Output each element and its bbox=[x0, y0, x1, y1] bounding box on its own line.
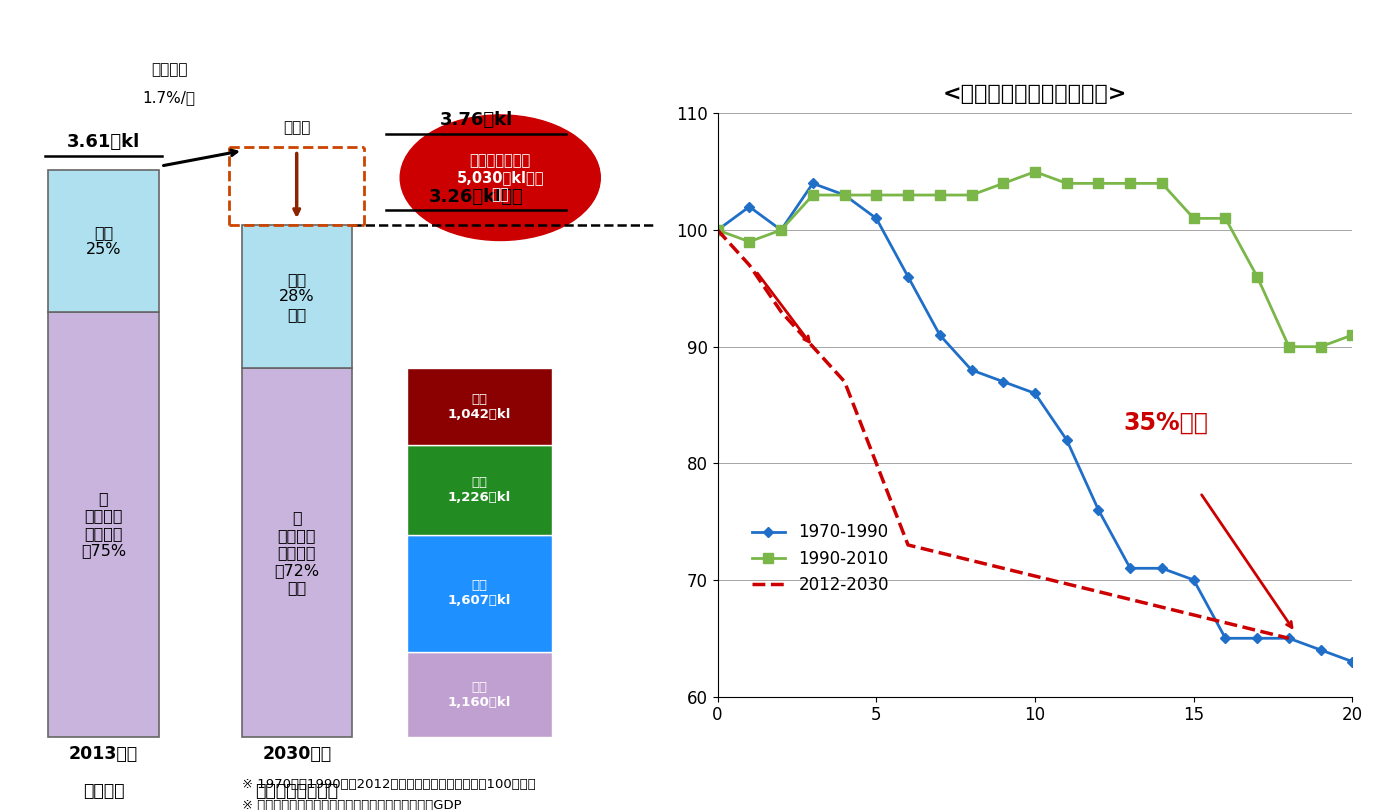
2012-2030 bbox=[868, 458, 885, 468]
Text: （省エネ対策後）: （省エネ対策後） bbox=[255, 782, 338, 799]
Bar bbox=[407, 652, 552, 737]
1970-1990 bbox=[868, 214, 885, 224]
Bar bbox=[407, 445, 552, 535]
Line: 1990-2010: 1990-2010 bbox=[713, 167, 1357, 352]
Line: 1970-1990: 1970-1990 bbox=[713, 180, 1357, 666]
1990-2010 bbox=[995, 178, 1012, 188]
1990-2010 bbox=[868, 190, 885, 200]
1990-2010 bbox=[1027, 167, 1043, 177]
Text: 業務
1,226万kl: 業務 1,226万kl bbox=[448, 475, 511, 504]
Text: 産業
1,042万kl: 産業 1,042万kl bbox=[448, 393, 511, 420]
Bar bbox=[48, 312, 159, 737]
1990-2010 bbox=[1312, 342, 1329, 352]
1990-2010 bbox=[1217, 214, 1234, 224]
1970-1990 bbox=[1122, 564, 1138, 573]
Text: 徹底した省エネ
5,030万kl程度
削減: 徹底した省エネ 5,030万kl程度 削減 bbox=[457, 153, 544, 202]
Bar bbox=[407, 369, 552, 445]
1990-2010 bbox=[1090, 178, 1107, 188]
Title: <エネルギー消費効率改善>: <エネルギー消費効率改善> bbox=[943, 83, 1127, 104]
Text: （実績）: （実績） bbox=[83, 782, 124, 799]
1970-1990 bbox=[1027, 389, 1043, 399]
1970-1990 bbox=[836, 190, 853, 200]
Text: 1.7%/年: 1.7%/年 bbox=[142, 90, 196, 105]
Text: 運輸
1,607万kl: 運輸 1,607万kl bbox=[448, 579, 511, 608]
Legend: 1970-1990, 1990-2010, 2012-2030: 1970-1990, 1990-2010, 2012-2030 bbox=[745, 517, 896, 601]
Text: ※ エネルギー消費効率＝最終エネルギー消費／実質GDP: ※ エネルギー消費効率＝最終エネルギー消費／実質GDP bbox=[241, 799, 461, 810]
1970-1990 bbox=[1281, 633, 1297, 643]
1970-1990 bbox=[963, 365, 980, 375]
1970-1990 bbox=[932, 330, 948, 340]
1990-2010 bbox=[741, 237, 758, 246]
1990-2010 bbox=[805, 190, 821, 200]
1990-2010 bbox=[1281, 342, 1297, 352]
2012-2030 bbox=[773, 307, 789, 317]
Text: 3.76億kl: 3.76億kl bbox=[439, 111, 513, 129]
1970-1990 bbox=[1249, 633, 1265, 643]
1990-2010 bbox=[932, 190, 948, 200]
Text: 電力
25%: 電力 25% bbox=[86, 224, 121, 258]
Text: 2030年度: 2030年度 bbox=[262, 745, 331, 763]
2012-2030 bbox=[900, 540, 916, 550]
1970-1990 bbox=[1058, 435, 1075, 445]
2012-2030 bbox=[805, 342, 821, 352]
1970-1990 bbox=[773, 225, 789, 235]
1990-2010 bbox=[963, 190, 980, 200]
Line: 2012-2030: 2012-2030 bbox=[718, 230, 1289, 638]
2012-2030 bbox=[836, 377, 853, 386]
Text: 経済成長: 経済成長 bbox=[150, 62, 188, 77]
Text: ※ 1970年、1990年、2012年のエネルギー消費効率を100とする: ※ 1970年、1990年、2012年のエネルギー消費効率を100とする bbox=[241, 778, 535, 791]
2012-2030 bbox=[741, 260, 758, 270]
Text: 熱
ガソリン
都市ガス
等72%
程度: 熱 ガソリン 都市ガス 等72% 程度 bbox=[275, 510, 319, 595]
1970-1990 bbox=[709, 225, 726, 235]
Bar bbox=[241, 225, 352, 369]
1970-1990 bbox=[1312, 645, 1329, 654]
1990-2010 bbox=[709, 225, 726, 235]
Text: 35%改善: 35%改善 bbox=[1123, 411, 1209, 434]
1970-1990 bbox=[995, 377, 1012, 386]
Bar bbox=[241, 369, 352, 737]
Text: 家庭
1,160万kl: 家庭 1,160万kl bbox=[448, 680, 511, 709]
1990-2010 bbox=[1344, 330, 1361, 340]
1990-2010 bbox=[1249, 272, 1265, 282]
1970-1990 bbox=[900, 272, 916, 282]
Bar bbox=[407, 535, 552, 652]
1970-1990 bbox=[1154, 564, 1170, 573]
1990-2010 bbox=[1122, 178, 1138, 188]
1990-2010 bbox=[1058, 178, 1075, 188]
1990-2010 bbox=[773, 225, 789, 235]
1970-1990 bbox=[1344, 657, 1361, 667]
1970-1990 bbox=[741, 202, 758, 211]
Text: 2013年度: 2013年度 bbox=[69, 745, 138, 763]
Bar bbox=[48, 170, 159, 312]
Text: 熱
ガソリン
都市ガス
等75%: 熱 ガソリン 都市ガス 等75% bbox=[81, 491, 126, 558]
1990-2010 bbox=[1185, 214, 1202, 224]
1970-1990 bbox=[1185, 575, 1202, 585]
1970-1990 bbox=[1217, 633, 1234, 643]
Text: 対策前: 対策前 bbox=[283, 120, 310, 135]
Text: 3.26億kl程度: 3.26億kl程度 bbox=[429, 188, 523, 206]
Text: 3.61億kl: 3.61億kl bbox=[66, 133, 141, 151]
2012-2030 bbox=[709, 225, 726, 235]
1990-2010 bbox=[900, 190, 916, 200]
1990-2010 bbox=[836, 190, 853, 200]
1990-2010 bbox=[1154, 178, 1170, 188]
1970-1990 bbox=[805, 178, 821, 188]
Text: 電力
28%
程度: 電力 28% 程度 bbox=[279, 272, 315, 322]
Ellipse shape bbox=[400, 115, 600, 241]
2012-2030 bbox=[1281, 633, 1297, 643]
1970-1990 bbox=[1090, 505, 1107, 515]
